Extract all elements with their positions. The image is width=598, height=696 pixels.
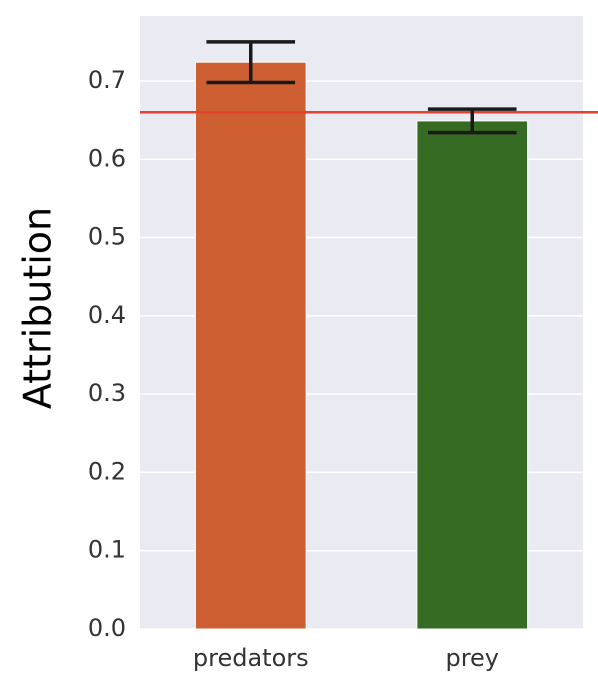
error-bar (206, 40, 296, 85)
y-tick-label: 0.1 (88, 536, 126, 564)
x-tick-label: predators (193, 644, 309, 672)
y-tick-label: 0.6 (88, 144, 126, 172)
bar (416, 120, 529, 630)
y-tick-label: 0.0 (88, 614, 126, 642)
y-tick-label: 0.3 (88, 379, 126, 407)
y-tick-label: 0.7 (88, 66, 126, 94)
bar (194, 61, 307, 630)
error-bar (427, 107, 517, 135)
y-tick-label: 0.4 (88, 301, 126, 329)
x-tick-label: prey (445, 644, 499, 672)
y-axis-label: Attribution (16, 207, 60, 409)
y-tick-label: 0.5 (88, 223, 126, 251)
y-tick-label: 0.2 (88, 457, 126, 485)
